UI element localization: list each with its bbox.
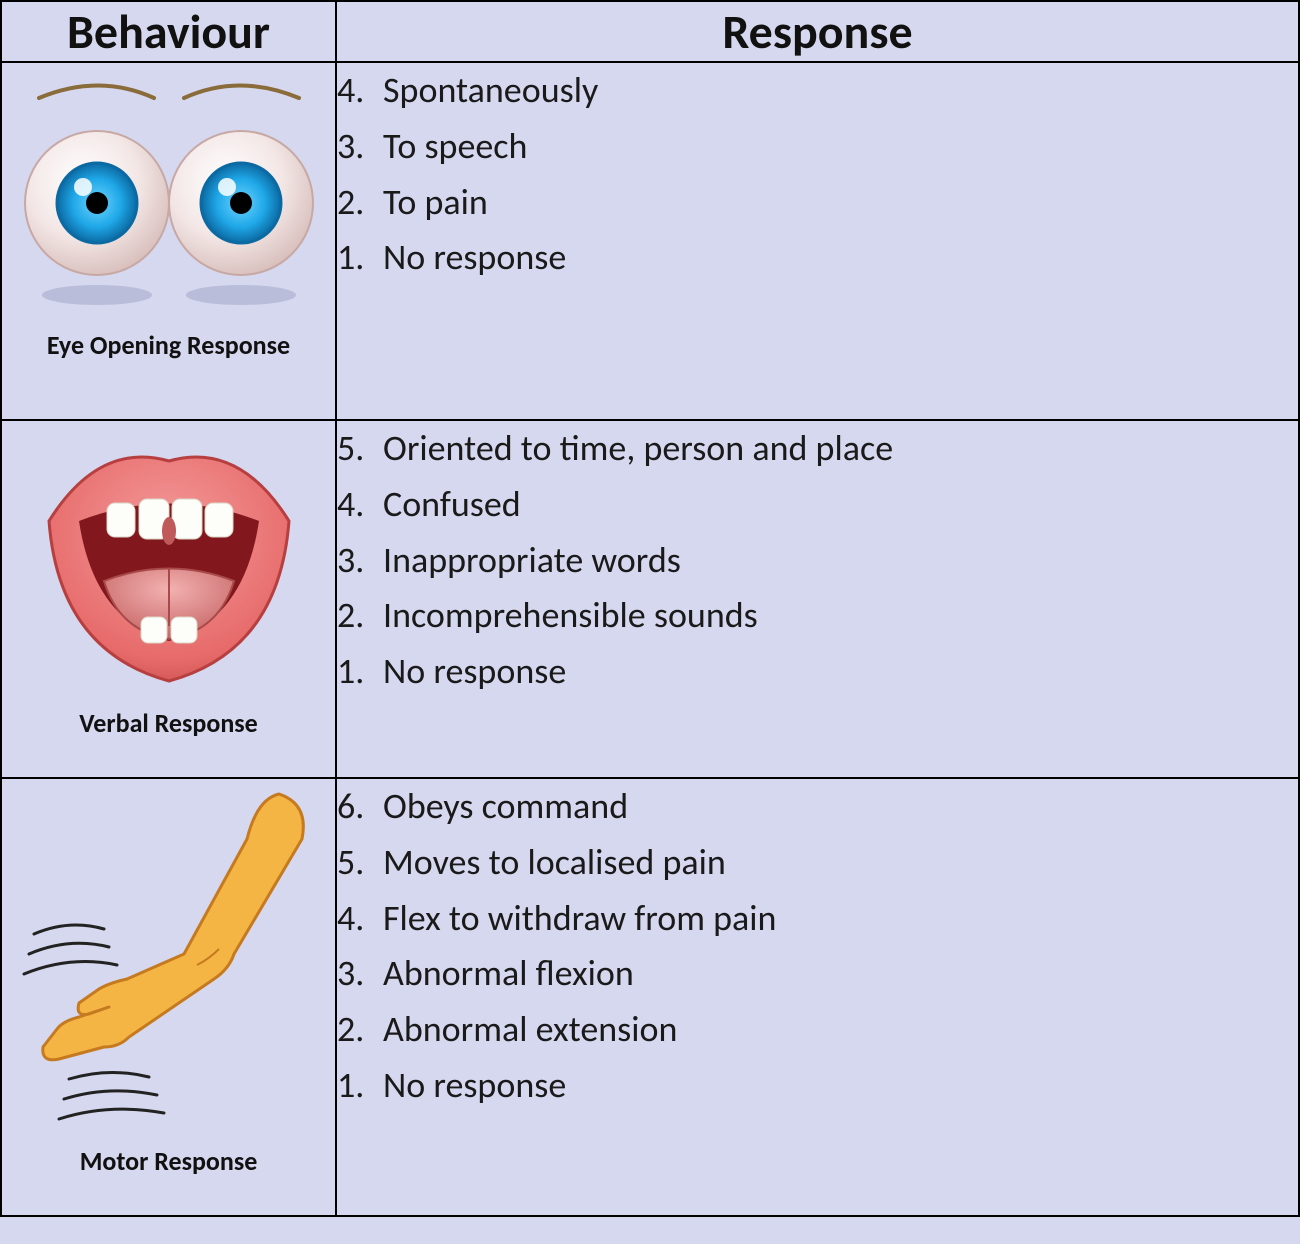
list-item: 2.Abnormal extension	[337, 1002, 1298, 1058]
response-cell-motor: 6.Obeys command 5.Moves to localised pai…	[336, 778, 1299, 1216]
list-item: 4.Flex to withdraw from pain	[337, 891, 1298, 947]
list-item: 4.Spontaneously	[337, 63, 1298, 119]
list-item: 2.Incomprehensible sounds	[337, 588, 1298, 644]
table-row-eye: Eye Opening Response 4.Spontaneously 3.T…	[1, 62, 1299, 420]
response-cell-verbal: 5.Oriented to time, person and place 4.C…	[336, 420, 1299, 778]
list-item: 4.Confused	[337, 477, 1298, 533]
response-list-eye: 4.Spontaneously 3.To speech 2.To pain 1.…	[337, 63, 1298, 286]
list-item: 6.Obeys command	[337, 779, 1298, 835]
list-item: 2.To pain	[337, 175, 1298, 231]
response-cell-eye: 4.Spontaneously 3.To speech 2.To pain 1.…	[336, 62, 1299, 420]
list-item: 3.To speech	[337, 119, 1298, 175]
caption-eye: Eye Opening Response	[2, 329, 335, 361]
caption-motor: Motor Response	[2, 1145, 335, 1177]
eyes-icon	[19, 63, 319, 323]
list-item: 1.No response	[337, 230, 1298, 286]
caption-verbal: Verbal Response	[2, 707, 335, 739]
header-response: Response	[336, 1, 1299, 62]
list-item: 3.Abnormal flexion	[337, 946, 1298, 1002]
table-row-verbal: Verbal Response 5.Oriented to time, pers…	[1, 420, 1299, 778]
header-behaviour: Behaviour	[1, 1, 336, 62]
gcs-table: Behaviour Response	[0, 0, 1300, 1217]
list-item: 5.Oriented to time, person and place	[337, 421, 1298, 477]
list-item: 3.Inappropriate words	[337, 533, 1298, 589]
response-list-verbal: 5.Oriented to time, person and place 4.C…	[337, 421, 1298, 700]
mouth-icon	[19, 421, 319, 701]
table-row-motor: Motor Response 6.Obeys command 5.Moves t…	[1, 778, 1299, 1216]
behaviour-cell-motor: Motor Response	[1, 778, 336, 1216]
list-item: 1.No response	[337, 1058, 1298, 1114]
arm-icon	[9, 779, 329, 1139]
list-item: 5.Moves to localised pain	[337, 835, 1298, 891]
header-row: Behaviour Response	[1, 1, 1299, 62]
response-list-motor: 6.Obeys command 5.Moves to localised pai…	[337, 779, 1298, 1114]
behaviour-cell-verbal: Verbal Response	[1, 420, 336, 778]
behaviour-cell-eye: Eye Opening Response	[1, 62, 336, 420]
list-item: 1.No response	[337, 644, 1298, 700]
